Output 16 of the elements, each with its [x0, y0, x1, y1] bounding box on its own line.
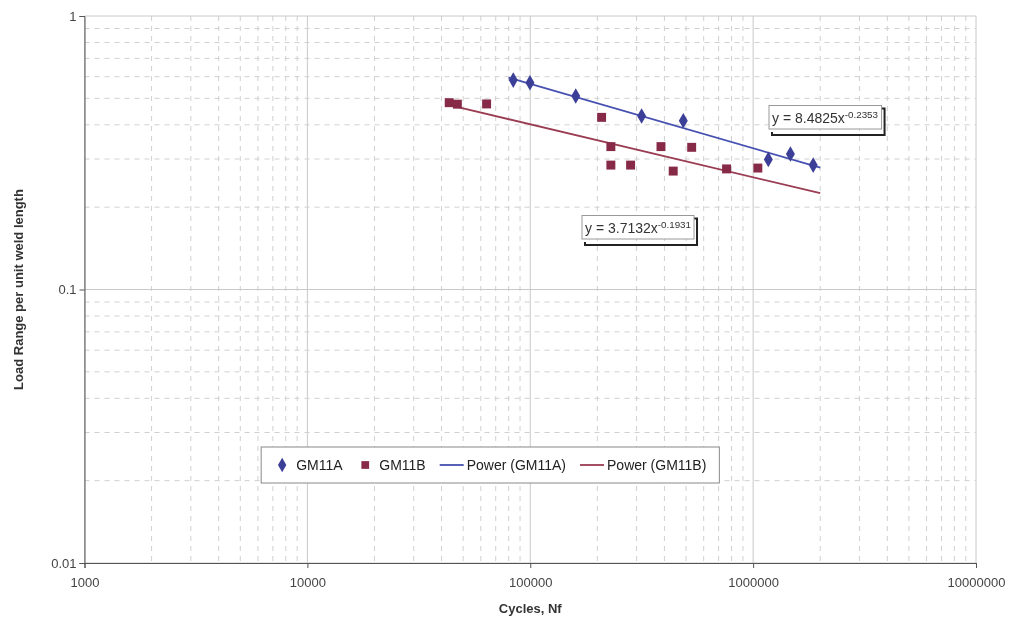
legend-label: GM11B [379, 457, 426, 473]
x-tick-label: 10000000 [947, 575, 1006, 591]
x-tick-label: 1000 [70, 575, 100, 591]
x-tick-label: 10000 [289, 575, 326, 591]
legend-label: Power (GM11B) [607, 457, 707, 473]
x-tick-label: 1000000 [728, 575, 779, 591]
y-tick-label: 1 [69, 8, 77, 24]
legend-label: Power (GM11A) [466, 457, 567, 473]
legend-label: GM11A [296, 457, 344, 473]
y-tick-label: 0.01 [51, 555, 77, 571]
x-tick-label: 100000 [509, 575, 553, 591]
annotation: y = 3.7132x$^{-0.1931}$ [585, 218, 692, 236]
annotation: y = 8.4825x$^{-0.2353}$ [772, 108, 879, 126]
x-axis-title: Cycles, Nf [498, 601, 563, 616]
y-axis-title: Load Range per unit weld length [11, 189, 26, 390]
y-tick-label: 0.1 [58, 282, 77, 298]
